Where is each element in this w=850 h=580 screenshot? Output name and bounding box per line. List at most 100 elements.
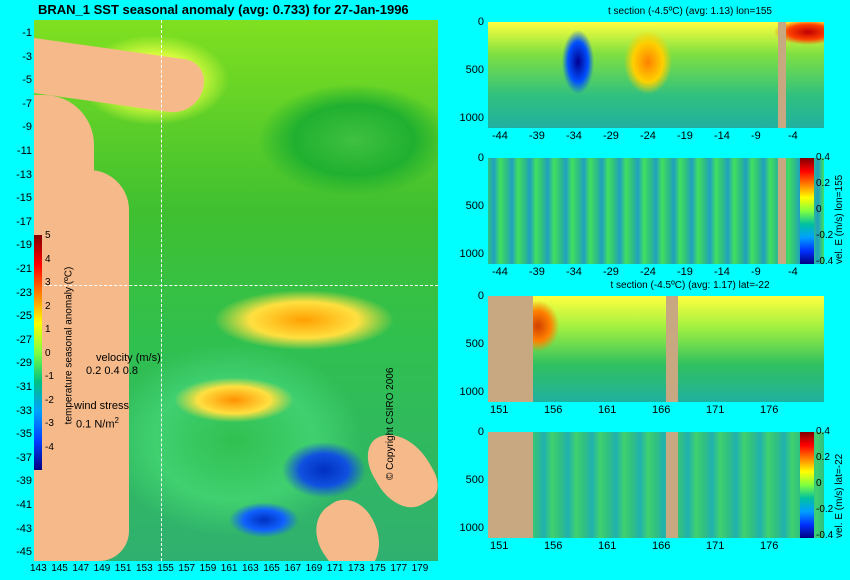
panel-colorbar-tick: 0.4 [816,152,830,163]
section-land-mask [778,158,786,264]
map-y-tick: -23 [16,286,32,299]
map-y-tick: -17 [16,215,32,228]
map-x-tick: 151 [114,563,132,574]
map-x-tick: 153 [136,563,153,574]
section-land-mask [778,22,786,128]
panel-colorbar-tick: -0.2 [816,230,834,241]
copyright-text: © Copyright CSIRO 2006 [385,367,396,480]
map-x-tick: 165 [263,563,280,574]
velocity-scale: 0.2 0.4 0.8 [86,365,138,377]
panel-side-label: vel. E (m/s) lon=155 [834,174,845,264]
map-colorbar-tick: -4 [45,441,54,453]
panel-x-tick: -24 [640,130,656,142]
sst-anomaly-map: 5 4 3 2 1 0 -1 -2 -3 -4 temperature seasonal anom… [34,20,438,561]
map-x-tick: 145 [51,563,68,574]
new-zealand-south-land [302,489,396,561]
map-y-tick: -3 [22,50,32,63]
panel-y-tick: 0 [477,152,484,164]
panel-x-tick: -39 [529,266,545,278]
map-y-tick: -33 [16,404,32,417]
panel-x-tick: 161 [598,540,617,552]
map-y-tick: -35 [16,428,32,441]
wind-scale-sup: 2 [114,416,119,425]
map-y-tick: -5 [22,74,32,87]
map-x-tick: 147 [72,563,90,574]
panel-colorbar-tick: 0 [816,204,822,215]
panel-x-tick: -19 [677,130,693,142]
panel-x-tick: 166 [652,540,671,552]
panel-x-tick: 151 [490,404,509,416]
map-x-tick: 155 [157,563,174,574]
map-y-tick: -13 [16,168,32,181]
map-colorbar [34,235,42,470]
map-y-tick: -43 [16,522,32,535]
map-y-tick: -29 [16,357,32,370]
map-x-tick: 175 [369,563,386,574]
section-land-mask [488,296,533,402]
panel-x-tick: -9 [751,266,761,278]
australia-land-north [34,95,94,195]
map-colorbar-tick: 3 [45,277,51,288]
section-land-mask [488,432,533,538]
panel-x-tick: -4 [788,266,798,278]
map-colorbar-tick: 1 [45,324,51,335]
new-zealand-north-land [357,421,438,519]
map-x-tick: 179 [411,563,429,574]
panel-y-tick: 500 [465,338,484,350]
map-y-tick: -31 [16,381,32,393]
panel-colorbar-tick: 0.2 [816,452,830,463]
panel-colorbar-tick: -0.4 [816,256,834,267]
map-x-tick: 177 [390,563,408,574]
map-y-tick: -45 [16,546,32,559]
australia-land [34,170,129,561]
map-y-tick: -41 [16,499,32,511]
panel-colorbar [800,432,814,538]
map-y-tick: -11 [16,145,32,157]
map-y-tick: -21 [16,263,32,275]
section-land-mask [666,296,678,402]
panel-colorbar [800,158,814,264]
panel-x-tick: 171 [706,540,725,552]
panel-x-tick: -29 [603,130,619,142]
panel-y-tick: 1000 [459,248,484,260]
panel-x-tick: -39 [529,130,545,142]
map-x-tick: 173 [348,563,365,574]
map-colorbar-tick: -2 [45,394,54,406]
map-y-tick: -39 [16,475,32,488]
panel-x-tick: 156 [544,540,563,552]
panel-colorbar-tick: -0.2 [816,504,834,515]
map-y-tick: -25 [16,310,32,323]
map-x-tick: 143 [30,563,47,574]
panel-title: t section (-4.5ºC) (avg: 1.17) lat=-22 [610,280,770,291]
map-x-tick: 169 [305,563,323,574]
panel-x-tick: 171 [706,404,725,416]
panel-x-tick: 151 [490,540,509,552]
map-x-tick: 161 [220,563,238,574]
wind-scale-text: 0.1 N/m [76,418,115,431]
panel-x-tick: 176 [760,540,779,552]
map-y-tick: -37 [16,451,32,464]
panel-x-tick: 166 [652,404,671,416]
panel-colorbar-tick: 0 [816,478,822,489]
panel-x-tick: -9 [751,130,761,142]
wind-label: wind stress [74,400,130,412]
panel-colorbar-tick: 0.4 [816,426,830,437]
section-panel-3 [488,296,824,402]
panel-x-tick: -14 [714,266,730,278]
panel-y-tick: 500 [465,64,484,76]
panel-x-tick: 176 [760,404,779,416]
map-y-tick: -1 [22,27,32,39]
map-y-tick: -27 [16,333,32,346]
panel-y-tick: 0 [477,290,484,302]
crosshair-horizontal [34,285,438,286]
map-colorbar-tick: -3 [45,418,54,429]
panel-x-tick: -4 [788,130,798,142]
map-colorbar-label: temperature seasonal anomaly (ºC) [63,266,75,425]
panel-y-tick: 1000 [459,522,484,534]
panel-colorbar-tick: 0.2 [816,178,830,189]
map-x-tick: 171 [326,563,344,574]
panel-x-tick: -34 [566,130,582,142]
crosshair-vertical [161,20,162,561]
map-x-tick: 159 [199,563,217,574]
map-colorbar-tick: -1 [45,371,54,382]
